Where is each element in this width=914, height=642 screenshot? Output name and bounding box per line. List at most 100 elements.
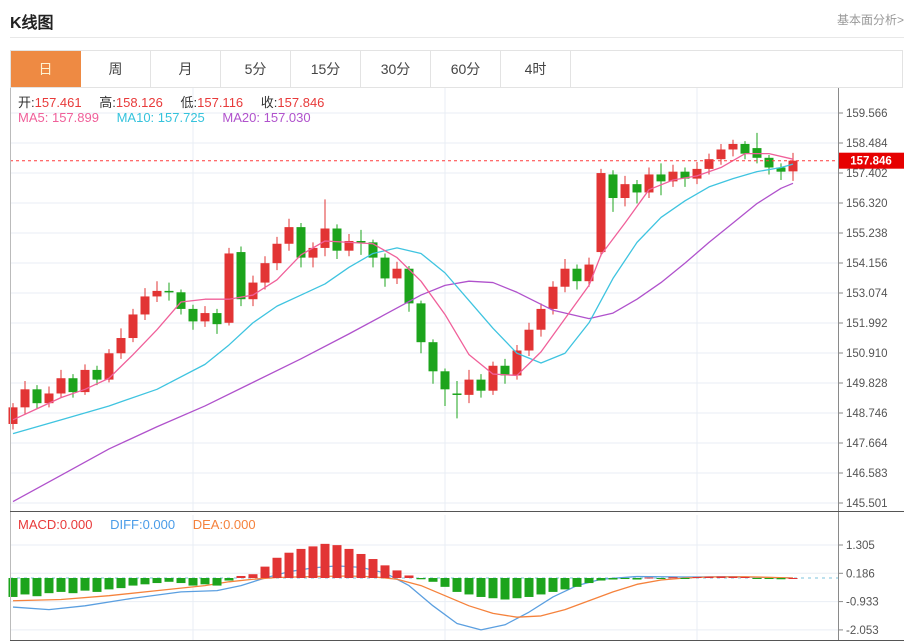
ma5-line bbox=[12, 152, 794, 421]
macd-histogram-bar bbox=[32, 578, 42, 597]
macd-histogram-bar bbox=[560, 578, 570, 590]
candle-body bbox=[236, 252, 246, 300]
candle-body bbox=[128, 314, 138, 339]
macd-histogram-bar bbox=[200, 578, 210, 585]
macd-histogram-bar bbox=[428, 578, 438, 582]
candle-body bbox=[140, 296, 150, 315]
price-axis-label: 155.238 bbox=[846, 228, 888, 240]
tab-4hour[interactable]: 4时 bbox=[501, 51, 571, 87]
fundamental-analysis-link[interactable]: 基本面分析> bbox=[836, 13, 904, 27]
tab-60min[interactable]: 60分 bbox=[431, 51, 501, 87]
macd-histogram-bar bbox=[248, 574, 258, 578]
macd-histogram-bar bbox=[680, 578, 690, 579]
macd-histogram-bar bbox=[224, 578, 234, 581]
price-axis-label: 151.992 bbox=[846, 318, 888, 330]
candle-body bbox=[752, 148, 762, 158]
price-axis-label: 158.484 bbox=[846, 138, 888, 150]
candle-body bbox=[488, 365, 498, 391]
macd-histogram-bar bbox=[380, 565, 390, 578]
macd-histogram-bar bbox=[500, 578, 510, 600]
ma20-label: MA20: bbox=[222, 110, 260, 125]
macd-histogram-bar bbox=[80, 578, 90, 591]
macd-histogram-bar bbox=[788, 578, 798, 579]
candle-body bbox=[500, 365, 510, 376]
macd-histogram-bar bbox=[776, 578, 786, 580]
macd-histogram-bar bbox=[344, 548, 354, 578]
macd-value: 0.000 bbox=[59, 517, 93, 532]
page-title: K线图 bbox=[10, 15, 54, 32]
macd-histogram-bar bbox=[188, 578, 198, 586]
macd-histogram-bar bbox=[236, 575, 246, 578]
candle-body bbox=[716, 149, 726, 160]
tab-5min[interactable]: 5分 bbox=[221, 51, 291, 87]
ma5-label: MA5: bbox=[18, 110, 49, 125]
macd-histogram-bar bbox=[8, 578, 18, 597]
macd-histogram-bar bbox=[596, 578, 606, 581]
price-axis-label: 159.566 bbox=[846, 108, 888, 120]
macd-info-line: MACD:0.000 DIFF:0.000 DEA:0.000 bbox=[18, 517, 256, 532]
macd-axis-label: 0.186 bbox=[846, 568, 875, 580]
macd-histogram-bar bbox=[56, 578, 66, 592]
ohlc-info-line: 开:157.461 高:158.126 低:157.116 收:157.846 bbox=[18, 92, 324, 111]
candle-body bbox=[632, 184, 642, 193]
candle-body bbox=[608, 174, 618, 199]
candle-body bbox=[560, 268, 570, 287]
candle-body bbox=[596, 173, 606, 253]
diff-value: 0.000 bbox=[142, 517, 176, 532]
candle-body bbox=[584, 264, 594, 282]
candle-body bbox=[284, 227, 294, 244]
macd-histogram-bar bbox=[320, 543, 330, 578]
tab-30min[interactable]: 30分 bbox=[361, 51, 431, 87]
ma10-line bbox=[12, 163, 794, 435]
candle-body bbox=[368, 242, 378, 258]
candle-body bbox=[452, 393, 462, 395]
high-label: 高: bbox=[99, 95, 116, 110]
macd-histogram-bar bbox=[272, 557, 282, 578]
macd-histogram-bar bbox=[752, 578, 762, 579]
macd-histogram-bar bbox=[416, 578, 426, 580]
macd-histogram-bar bbox=[464, 578, 474, 595]
macd-histogram-bar bbox=[20, 578, 30, 595]
candle-body bbox=[296, 227, 306, 258]
macd-histogram-bar bbox=[644, 577, 654, 579]
dea-value: 0.000 bbox=[223, 517, 256, 532]
candle-body bbox=[248, 282, 258, 300]
macd-histogram-bar bbox=[392, 570, 402, 578]
open-value: 157.461 bbox=[34, 95, 82, 110]
macd-histogram-bar bbox=[116, 578, 126, 589]
current-price-tag bbox=[838, 152, 904, 169]
macd-histogram-bar bbox=[452, 578, 462, 592]
macd-histogram-bar bbox=[332, 545, 342, 578]
macd-histogram-bar bbox=[620, 578, 630, 580]
candle-body bbox=[656, 174, 666, 182]
price-axis-label: 147.664 bbox=[846, 438, 888, 450]
tab-month[interactable]: 月 bbox=[151, 51, 221, 87]
candle-body bbox=[224, 253, 234, 323]
macd-histogram-bar bbox=[728, 576, 738, 578]
candle-body bbox=[788, 160, 798, 172]
macd-histogram-bar bbox=[764, 578, 774, 580]
candle-body bbox=[728, 143, 738, 150]
macd-histogram-bar bbox=[308, 546, 318, 578]
price-axis-label: 156.320 bbox=[846, 198, 888, 210]
candle-body bbox=[680, 171, 690, 179]
tab-day[interactable]: 日 bbox=[11, 51, 81, 87]
candle-body bbox=[536, 308, 546, 330]
high-value: 158.126 bbox=[115, 95, 163, 110]
low-label: 低: bbox=[180, 95, 198, 110]
macd-histogram-bar bbox=[704, 576, 714, 578]
candle-body bbox=[440, 371, 450, 390]
macd-histogram-bar bbox=[404, 575, 414, 578]
candle-body bbox=[404, 268, 414, 304]
price-axis-label: 149.828 bbox=[846, 378, 888, 390]
macd-histogram-bar bbox=[284, 552, 294, 578]
candle-body bbox=[92, 369, 102, 380]
tab-15min[interactable]: 15分 bbox=[291, 51, 361, 87]
macd-histogram-bar bbox=[128, 578, 138, 586]
candle-body bbox=[308, 247, 318, 258]
macd-histogram-bar bbox=[536, 578, 546, 595]
macd-histogram-bar bbox=[92, 578, 102, 592]
tab-week[interactable]: 周 bbox=[81, 51, 151, 87]
price-axis-label: 148.746 bbox=[846, 408, 888, 420]
